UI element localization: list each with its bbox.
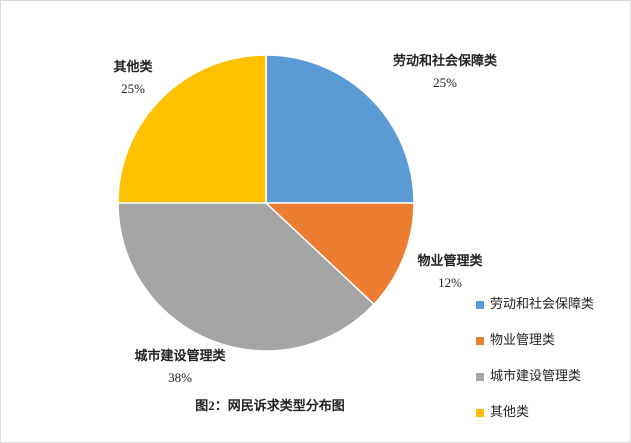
pie-slice <box>117 202 375 352</box>
legend-swatch <box>476 373 484 381</box>
slice-value-label: 38% <box>168 370 192 385</box>
slice-category-label: 城市建设管理类 <box>134 348 226 363</box>
slice-value-label: 25% <box>433 75 457 90</box>
legend-label: 其他类 <box>490 404 529 419</box>
slice-category-label: 物业管理类 <box>417 253 483 268</box>
legend-label: 城市建设管理类 <box>490 368 581 383</box>
legend-swatch <box>476 301 484 309</box>
legend-swatch <box>476 337 484 345</box>
slice-category-label: 劳动和社会保障类 <box>393 53 498 68</box>
legend-label: 物业管理类 <box>490 332 555 347</box>
slice-value-label: 12% <box>438 275 462 290</box>
slice-value-label: 25% <box>121 81 145 96</box>
legend-label: 劳动和社会保障类 <box>490 296 594 311</box>
legend-swatch <box>476 409 484 417</box>
pie-slice <box>117 54 267 204</box>
pie-slice <box>265 54 415 204</box>
slice-category-label: 其他类 <box>113 59 153 74</box>
pie-slice <box>264 202 415 306</box>
chart-title: 图2：网民诉求类型分布图 <box>195 398 345 413</box>
